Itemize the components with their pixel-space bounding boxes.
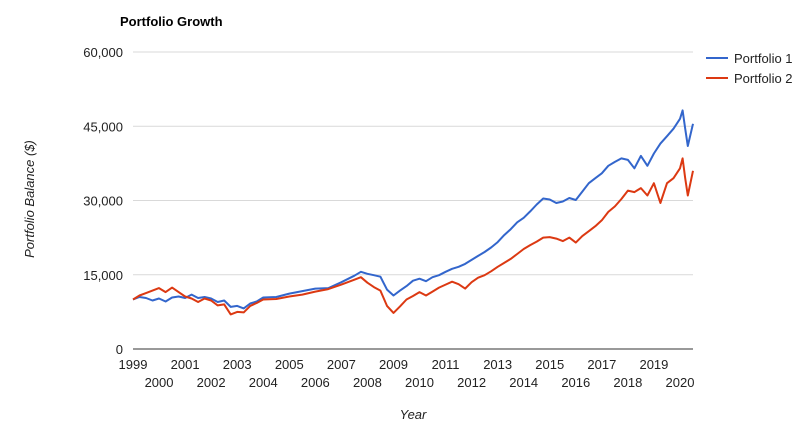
x-tick-label: 2015	[535, 357, 564, 372]
legend-label-portfolio-2: Portfolio 2	[734, 71, 793, 86]
y-axis-ticks: 0 15,000 30,000 45,000 60,000	[83, 45, 123, 357]
legend-label-portfolio-1: Portfolio 1	[734, 51, 793, 66]
x-tick-label: 2011	[432, 357, 460, 372]
x-tick-label: 2007	[327, 357, 356, 372]
series-lines	[132, 109, 694, 316]
x-tick-label: 2000	[145, 375, 174, 390]
x-tick-label: 2006	[301, 375, 330, 390]
x-tick-label: 2004	[249, 375, 278, 390]
x-tick-label: 2014	[509, 375, 538, 390]
chart-title: Portfolio Growth	[120, 14, 223, 29]
x-tick-label: 2002	[197, 375, 226, 390]
series-line-portfolio-1	[132, 109, 694, 310]
x-tick-label: 2017	[587, 357, 616, 372]
x-axis-title: Year	[400, 407, 427, 422]
y-tick-label: 60,000	[83, 45, 123, 60]
x-tick-label: 2001	[171, 357, 200, 372]
y-tick-label: 0	[116, 342, 123, 357]
legend: Portfolio 1 Portfolio 2	[706, 51, 793, 86]
x-tick-label: 2003	[223, 357, 252, 372]
x-tick-label: 2010	[405, 375, 434, 390]
y-tick-label: 45,000	[83, 119, 123, 134]
x-tick-label: 1999	[119, 357, 148, 372]
x-axis-ticks: 1999 2000 2001 2002 2003 2004 2005 2006 2007 2008…	[119, 357, 695, 390]
y-tick-label: 15,000	[83, 268, 123, 283]
grid-lines	[133, 51, 693, 350]
x-tick-label: 2020	[666, 375, 695, 390]
y-tick-label: 30,000	[83, 194, 123, 209]
x-tick-label: 2008	[353, 375, 382, 390]
x-tick-label: 2019	[639, 357, 668, 372]
y-axis-title: Portfolio Balance ($)	[22, 140, 37, 258]
x-tick-label: 2005	[275, 357, 304, 372]
x-tick-label: 2013	[483, 357, 512, 372]
series-line-portfolio-2	[132, 157, 694, 316]
x-tick-label: 2009	[379, 357, 408, 372]
x-tick-label: 2018	[613, 375, 642, 390]
x-tick-label: 2016	[561, 375, 590, 390]
x-tick-label: 2012	[457, 375, 486, 390]
